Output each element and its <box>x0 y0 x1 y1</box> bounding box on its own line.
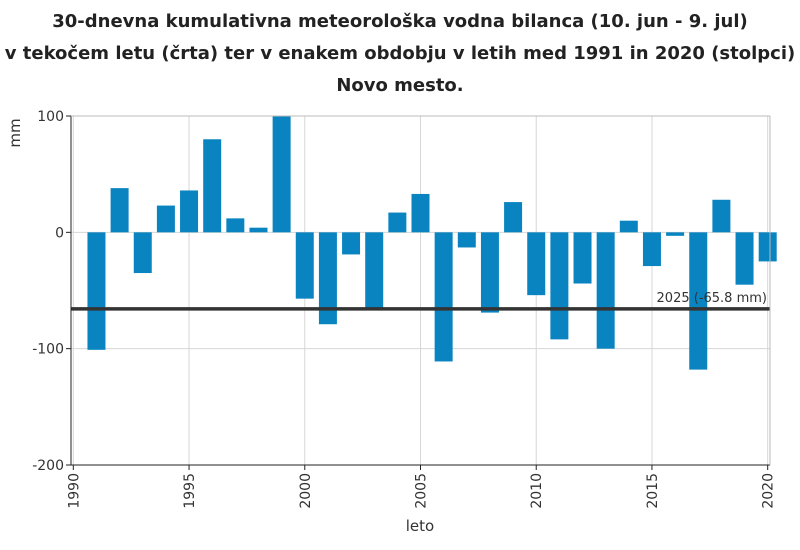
chart-title-line-2: v tekočem letu (črta) ter v enakem obdob… <box>4 43 796 64</box>
bar-2011 <box>550 232 569 340</box>
y-axis-title: mm <box>6 118 24 147</box>
bar-2014 <box>619 220 638 233</box>
bar-1992 <box>110 188 129 233</box>
bar-1996 <box>203 139 222 233</box>
bar-2013 <box>596 232 615 349</box>
y-tick-label: 0 <box>55 225 64 241</box>
x-tick-label: 2020 <box>761 473 777 509</box>
chart-title: 30-dnevna kumulativna meteorološka vodna… <box>0 6 800 102</box>
x-tick-label: 2010 <box>529 473 545 509</box>
bar-2009 <box>504 202 523 233</box>
x-tick-label: 1995 <box>182 473 198 509</box>
bar-2016 <box>666 232 685 236</box>
bar-2005 <box>411 193 430 233</box>
y-tick-label: -100 <box>32 342 64 358</box>
chart-title-line-3: Novo mesto. <box>336 75 464 96</box>
bar-1997 <box>226 218 245 233</box>
bar-2017 <box>689 232 708 370</box>
x-tick-label: 2015 <box>645 473 661 509</box>
bar-2001 <box>318 232 337 325</box>
bar-1998 <box>249 227 268 233</box>
chart-title-line-1: 30-dnevna kumulativna meteorološka vodna… <box>52 11 748 32</box>
bar-2007 <box>457 232 476 248</box>
bar-2019 <box>735 232 754 285</box>
bar-2006 <box>434 232 453 362</box>
x-tick-label: 2005 <box>414 473 430 509</box>
bar-2015 <box>642 232 661 267</box>
bar-2012 <box>573 232 592 284</box>
bar-2018 <box>712 199 731 233</box>
bar-2020 <box>758 232 777 262</box>
bar-2004 <box>388 212 407 233</box>
bars <box>87 116 777 370</box>
reference-line-group: 2025 (-65.8 mm) <box>71 291 770 311</box>
y-tick-label: 100 <box>37 109 64 125</box>
x-axis-title: leto <box>406 517 434 535</box>
bar-2010 <box>527 232 546 296</box>
bar-2000 <box>295 232 314 299</box>
y-tick-label: -200 <box>32 458 64 474</box>
bar-1991 <box>87 232 106 350</box>
bar-1999 <box>272 116 291 233</box>
x-tick-label: 2000 <box>298 473 314 509</box>
bar-1993 <box>133 232 152 274</box>
x-tick-label: 1990 <box>66 473 82 509</box>
bar-1994 <box>156 205 175 233</box>
bar-1995 <box>180 190 199 233</box>
reference-line-label: 2025 (-65.8 mm) <box>657 291 767 306</box>
bar-2002 <box>342 232 361 255</box>
bar-2003 <box>365 232 384 308</box>
bar-2008 <box>480 232 499 313</box>
